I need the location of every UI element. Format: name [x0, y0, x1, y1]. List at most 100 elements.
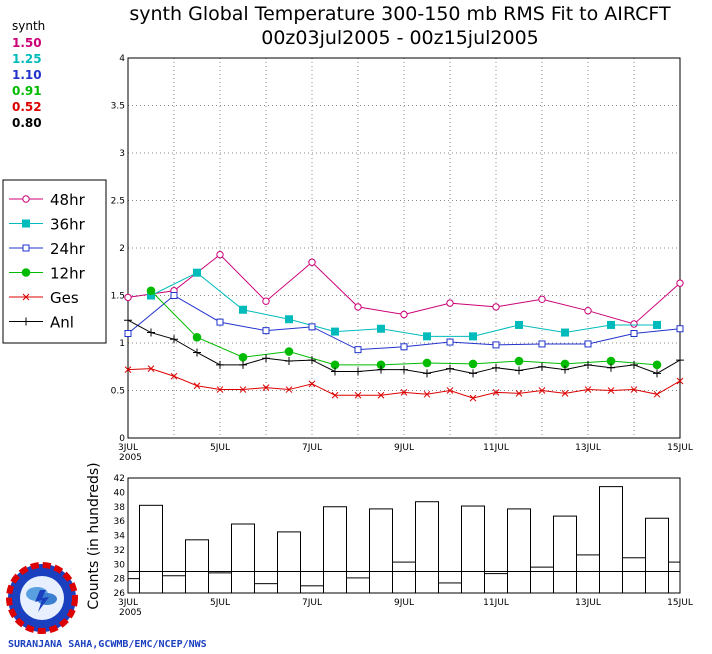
mean-value: 0.52	[12, 100, 42, 114]
counts-x-tick-label: 15JUL	[667, 598, 693, 608]
y-tick-label: 0	[119, 434, 125, 444]
counts-axis-label: Counts (in hundreds)	[86, 462, 102, 609]
count-bar	[323, 506, 347, 594]
data-point-anl	[354, 367, 362, 376]
legend-item: 48hr	[9, 191, 86, 209]
data-point-24hr	[584, 340, 592, 348]
data-point-48hr	[676, 279, 684, 287]
data-point-12hr	[284, 347, 294, 356]
data-point-24hr	[308, 323, 316, 331]
data-point-36hr	[561, 328, 569, 337]
mean-value: 1.50	[12, 36, 42, 50]
count-bar	[415, 501, 439, 594]
legend: 48hr 36hr 24hr 12hr Ges Anl	[2, 179, 107, 344]
x-tick-label: 13JUL	[575, 443, 601, 453]
data-point-anl	[469, 369, 477, 378]
data-point-24hr	[538, 340, 546, 348]
data-point-anl	[216, 360, 224, 369]
data-point-ges	[400, 389, 408, 396]
data-point-12hr	[652, 360, 662, 370]
data-point-ges	[676, 377, 684, 385]
data-point-anl	[193, 348, 201, 357]
data-point-36hr	[469, 332, 477, 341]
data-point-anl	[124, 316, 132, 325]
data-point-36hr	[331, 327, 339, 336]
x-tick-label: 5JUL	[210, 443, 230, 453]
legend-marker	[22, 293, 30, 301]
credit-text: SURANJANA SAHA,GCWMB/EMC/NCEP/NWS	[8, 639, 207, 650]
counts-x-tick-label: 9JUL	[394, 598, 414, 608]
data-point-anl	[170, 335, 178, 344]
data-point-ges	[584, 386, 592, 393]
legend-label: 48hr	[50, 191, 86, 209]
series-ges	[124, 365, 684, 402]
legend-item: 36hr	[9, 216, 86, 234]
data-point-anl	[423, 369, 431, 378]
data-point-ges	[630, 386, 638, 393]
legend-label: 36hr	[50, 216, 86, 234]
count-bar	[208, 572, 232, 594]
data-point-24hr	[492, 341, 500, 349]
data-point-anl	[331, 367, 339, 376]
counts-y-tick-label: 28	[114, 575, 126, 585]
counts-y-tick-label: 32	[114, 546, 125, 556]
legend-marker	[21, 268, 31, 277]
data-point-ges	[262, 384, 270, 392]
count-bar	[231, 523, 255, 594]
data-point-48hr	[262, 297, 270, 305]
count-bar	[392, 561, 416, 594]
data-point-12hr	[514, 356, 524, 366]
counts-y-tick-label: 42	[114, 474, 125, 484]
count-bar	[254, 583, 278, 594]
data-point-ges	[469, 394, 477, 402]
count-bar	[127, 578, 140, 594]
data-point-24hr	[216, 318, 224, 326]
data-point-24hr	[676, 325, 684, 333]
data-point-36hr	[239, 305, 247, 314]
data-point-48hr	[538, 295, 546, 303]
data-point-36hr	[653, 320, 661, 329]
data-point-anl	[584, 360, 592, 369]
count-bar	[162, 575, 186, 594]
series-24hr	[124, 292, 684, 354]
counts-y-tick-label: 30	[114, 560, 126, 570]
count-bar	[139, 504, 163, 594]
count-bar	[185, 539, 209, 594]
counts-x-tick-label: 7JUL	[302, 598, 322, 608]
x-tick-label: 3JUL	[118, 443, 138, 453]
data-point-ges	[239, 386, 247, 393]
legend-label: Ges	[50, 289, 79, 307]
x-tick-label: 15JUL	[667, 443, 693, 453]
chart-subtitle: 00z03jul2005 - 00z15jul2005	[261, 27, 539, 49]
data-point-anl	[308, 356, 316, 365]
counts-year-label: 2005	[119, 608, 142, 618]
data-point-ges	[377, 391, 385, 399]
series-48hr	[124, 250, 684, 328]
count-bar	[369, 508, 393, 594]
data-point-ges	[607, 387, 615, 394]
data-point-12hr	[146, 286, 156, 296]
count-bar	[668, 561, 681, 594]
data-point-ges	[331, 391, 339, 399]
data-point-48hr	[216, 250, 224, 259]
data-point-24hr	[446, 338, 454, 346]
x-tick-label: 9JUL	[394, 443, 414, 453]
data-point-ges	[446, 387, 454, 394]
x-tick-label: 11JUL	[483, 443, 509, 453]
counts-plot: 26 28 30 32 34 36 38 40 42 3JUL 5JUL 7JUL 9JUL 11JUL…	[86, 462, 693, 618]
data-point-anl	[515, 366, 523, 375]
data-point-ges	[538, 387, 546, 394]
counts-y-tick-label: 26	[114, 589, 126, 599]
y-tick-label: 2.5	[111, 197, 125, 207]
data-point-ges	[423, 390, 431, 398]
data-point-anl	[446, 364, 454, 373]
data-point-48hr	[584, 307, 592, 315]
count-bar	[461, 505, 485, 594]
mean-value: 1.10	[12, 68, 42, 82]
main-plot-frame	[127, 57, 681, 439]
y-tick-label: 4	[119, 54, 125, 64]
counts-x-tick-label: 11JUL	[483, 598, 509, 608]
data-point-anl	[400, 365, 408, 374]
data-point-ges	[653, 390, 661, 398]
